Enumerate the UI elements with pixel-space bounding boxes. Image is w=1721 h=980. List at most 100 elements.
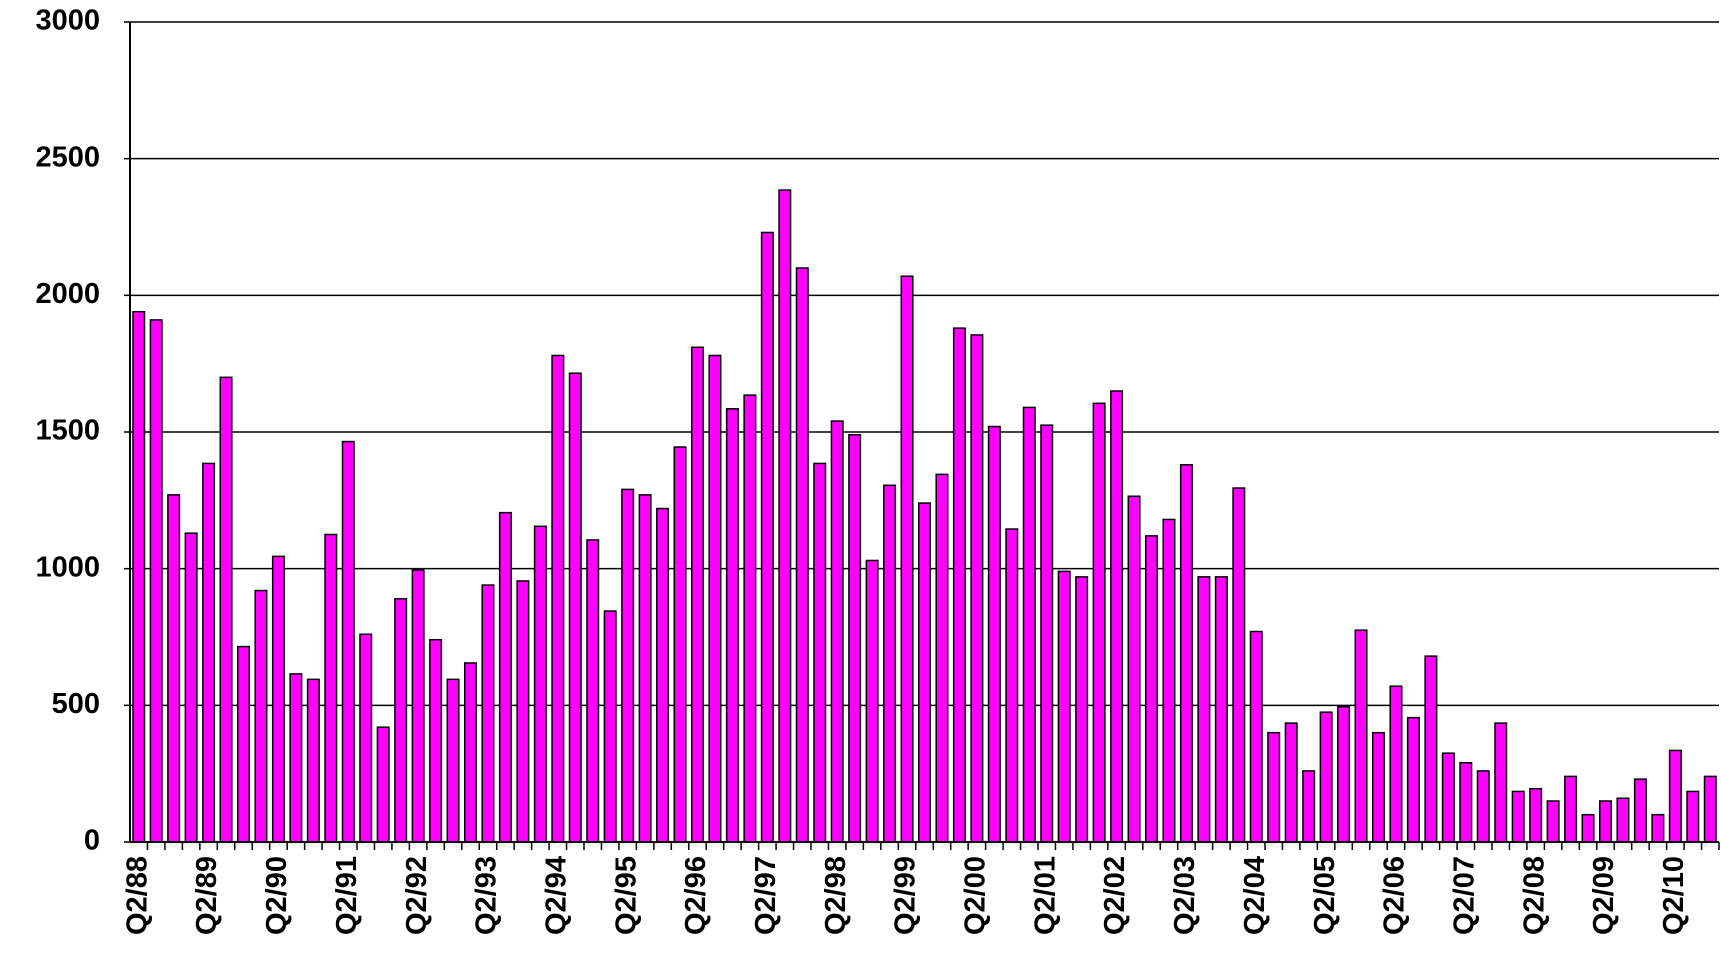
bar bbox=[498, 511, 512, 843]
x-tick-label: Q2/95 bbox=[610, 856, 642, 935]
bar bbox=[1337, 705, 1351, 843]
bar bbox=[865, 559, 879, 843]
x-tick-label: Q2/89 bbox=[191, 856, 223, 935]
bar bbox=[551, 354, 565, 843]
y-tick-label: 500 bbox=[52, 688, 100, 720]
bar bbox=[359, 633, 373, 843]
bar bbox=[1703, 775, 1717, 843]
bar bbox=[1494, 722, 1508, 843]
bar bbox=[1127, 495, 1141, 843]
bar bbox=[1564, 775, 1578, 843]
bar bbox=[1197, 576, 1211, 843]
bar bbox=[429, 638, 443, 843]
x-tick-label: Q2/04 bbox=[1239, 856, 1271, 935]
bar bbox=[236, 645, 251, 843]
bar bbox=[1057, 570, 1071, 843]
bar bbox=[1581, 813, 1595, 843]
bar bbox=[516, 580, 530, 843]
x-tick-label: Q2/97 bbox=[750, 856, 782, 935]
bar bbox=[830, 420, 844, 843]
y-tick-label: 1000 bbox=[35, 551, 100, 583]
bar bbox=[341, 440, 355, 843]
y-tick-label: 3000 bbox=[35, 5, 100, 37]
bar bbox=[917, 502, 932, 843]
bar bbox=[149, 319, 163, 843]
bar bbox=[533, 525, 547, 843]
bar bbox=[446, 678, 460, 843]
bar bbox=[1598, 800, 1613, 843]
x-tick-label: Q2/91 bbox=[331, 856, 363, 935]
bar bbox=[621, 488, 635, 843]
bar bbox=[1267, 731, 1281, 843]
x-tick-label: Q2/07 bbox=[1448, 856, 1480, 935]
x-tick-label: Q2/88 bbox=[121, 856, 153, 935]
bar bbox=[1389, 685, 1403, 843]
bar bbox=[1040, 424, 1054, 843]
x-tick-label: Q2/09 bbox=[1588, 856, 1620, 935]
bar bbox=[463, 662, 478, 843]
bar bbox=[1214, 576, 1228, 843]
bar bbox=[1179, 464, 1193, 843]
bar bbox=[813, 462, 827, 843]
bar bbox=[1616, 797, 1630, 843]
bar bbox=[778, 189, 792, 843]
bar bbox=[167, 494, 181, 843]
bar bbox=[1424, 655, 1438, 843]
x-tick-label: Q2/94 bbox=[540, 856, 572, 935]
bar bbox=[1633, 778, 1647, 843]
bar bbox=[1092, 402, 1106, 843]
x-tick-label: Q2/93 bbox=[471, 856, 503, 935]
bar bbox=[690, 346, 705, 843]
bar bbox=[1546, 800, 1560, 843]
bar bbox=[394, 597, 408, 843]
bar bbox=[1232, 487, 1246, 843]
y-tick-label: 1500 bbox=[35, 415, 100, 447]
bar bbox=[970, 334, 984, 843]
bar bbox=[1686, 790, 1700, 843]
bar bbox=[1511, 790, 1525, 843]
bar bbox=[271, 555, 285, 843]
bar bbox=[376, 726, 390, 843]
bar bbox=[132, 310, 146, 843]
bar bbox=[725, 408, 739, 843]
bar bbox=[1371, 731, 1386, 843]
bar bbox=[743, 394, 757, 843]
x-tick-label: Q2/98 bbox=[820, 856, 852, 935]
bar bbox=[708, 354, 722, 843]
bar bbox=[760, 231, 774, 843]
bar bbox=[306, 678, 320, 843]
x-tick-label: Q2/05 bbox=[1309, 856, 1341, 935]
bar bbox=[411, 569, 425, 843]
x-tick-label: Q2/01 bbox=[1029, 856, 1061, 935]
bar bbox=[184, 532, 198, 843]
x-tick-label: Q2/99 bbox=[890, 856, 922, 935]
bar bbox=[1668, 749, 1682, 843]
bar bbox=[568, 372, 582, 843]
bar bbox=[883, 484, 897, 843]
bar bbox=[1144, 535, 1159, 843]
bar bbox=[603, 610, 617, 843]
bar bbox=[638, 494, 652, 843]
bar bbox=[848, 433, 862, 843]
y-tick-label: 0 bbox=[84, 825, 100, 857]
bar bbox=[795, 267, 809, 843]
bar bbox=[289, 673, 303, 843]
bar bbox=[1354, 629, 1368, 843]
bar bbox=[656, 507, 670, 843]
x-tick-label: Q2/10 bbox=[1658, 856, 1690, 935]
x-tick-label: Q2/06 bbox=[1379, 856, 1411, 935]
bar bbox=[1162, 518, 1176, 843]
x-tick-label: Q2/90 bbox=[261, 856, 293, 935]
x-tick-label: Q2/08 bbox=[1518, 856, 1550, 935]
y-tick-label: 2000 bbox=[35, 278, 100, 310]
bar bbox=[254, 589, 268, 843]
bar bbox=[1022, 406, 1036, 843]
bar bbox=[481, 584, 495, 843]
bar bbox=[935, 473, 949, 843]
bar bbox=[1651, 813, 1665, 843]
bar bbox=[1110, 390, 1124, 843]
bar bbox=[900, 275, 914, 843]
bar bbox=[1476, 770, 1490, 843]
